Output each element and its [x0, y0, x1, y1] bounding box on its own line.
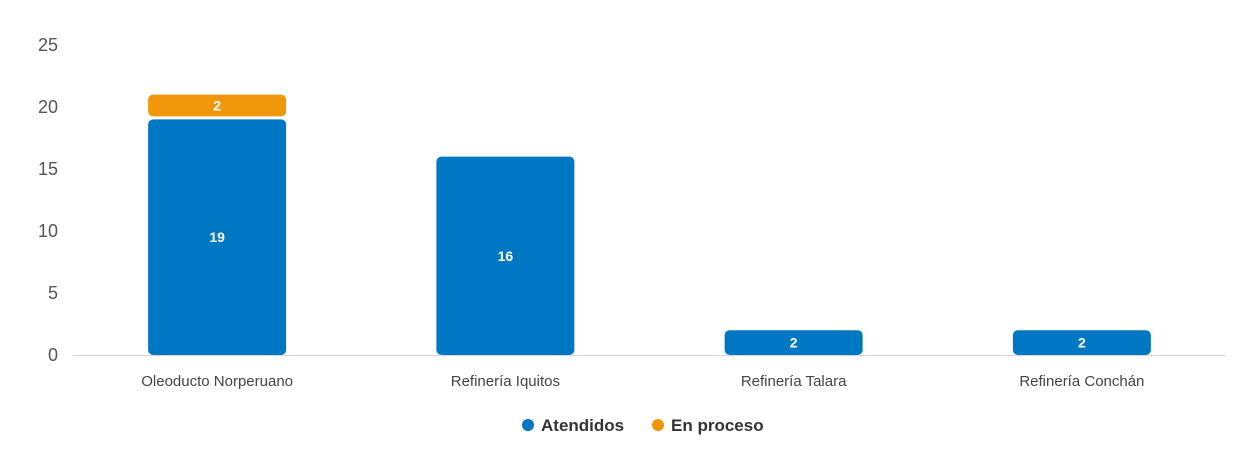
x-axis: Oleoducto Norperuano Refinería Iquitos Ref… [73, 355, 1226, 390]
legend-label: En proceso [671, 416, 764, 435]
x-tick-label: Refinería Talara [741, 373, 847, 390]
data-label: 2 [1078, 335, 1086, 351]
y-tick-label: 5 [48, 283, 58, 303]
y-tick-label: 25 [38, 35, 58, 55]
legend-marker [652, 419, 664, 431]
legend-item-en-proceso[interactable]: En proceso [652, 416, 764, 435]
bar-atendidos[interactable] [148, 119, 287, 356]
legend-item-atendidos[interactable]: Atendidos [522, 416, 624, 435]
bar-atendidos[interactable] [436, 156, 575, 355]
data-label: 19 [209, 229, 225, 245]
x-tick-label: Refinería Conchán [1019, 373, 1144, 390]
y-tick-label: 10 [38, 221, 58, 241]
x-tick-label: Oleoducto Norperuano [141, 373, 293, 390]
bars: 19 2 16 2 2 [148, 94, 1151, 356]
legend[interactable]: Atendidos En proceso [522, 416, 764, 435]
data-label: 2 [790, 335, 798, 351]
y-axis: 0 5 10 15 20 25 [38, 35, 58, 365]
y-tick-label: 15 [38, 159, 58, 179]
bar-en-proceso[interactable] [148, 94, 287, 117]
legend-marker [522, 419, 534, 431]
y-tick-label: 20 [38, 97, 58, 117]
y-tick-label: 0 [48, 345, 58, 365]
bar-atendidos[interactable] [724, 330, 863, 355]
x-tick-label: Refinería Iquitos [451, 373, 560, 390]
bar-atendidos[interactable] [1012, 330, 1151, 355]
data-label: 2 [213, 98, 221, 114]
data-label: 16 [498, 248, 514, 264]
legend-label: Atendidos [541, 416, 624, 435]
